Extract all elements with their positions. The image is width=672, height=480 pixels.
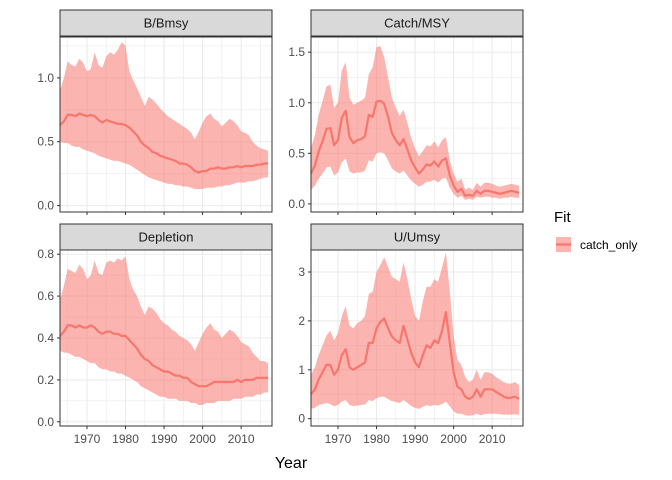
legend: Fit catch_only [554,209,637,253]
ci-ribbon-catch-only [60,256,269,405]
panel-title: U/Umsy [394,230,441,245]
y-tick-label: 0 [298,412,305,426]
y-tick-label: 1.0 [288,96,305,110]
x-axis-title: Year [275,455,308,472]
y-tick-label: 0.0 [288,197,305,211]
x-tick-label: 1980 [363,432,390,446]
x-tick-label: 2010 [228,432,255,446]
y-tick-label: 0.0 [37,199,54,213]
panel-border [310,36,524,213]
x-tick-label: 1970 [325,432,352,446]
y-tick-label: 0.2 [37,373,54,387]
ci-ribbon-catch-only [60,42,269,189]
y-tick-label: 0.8 [37,247,54,261]
x-tick-label: 1970 [74,432,101,446]
x-tick-label: 2000 [189,432,216,446]
panels-layer: B/Bmsy 0.0 0.5 1.0 Catch/MSY 0.0 0.5 1.0 1.5 Depl… [37,9,524,446]
y-tick-label: 1 [298,363,305,377]
legend-label-catch-only: catch_only [580,238,637,252]
panel-strip [59,9,273,37]
median-line-catch-only [310,311,520,401]
x-tick-label: 1990 [151,432,178,446]
y-tick-label: 0.5 [288,146,305,160]
panel-depletion: Depletion 0.0 0.2 0.4 0.6 0.8 1970 1980 1990 2000… [37,223,273,446]
y-tick-label: 1.0 [37,71,54,85]
y-tick-label: 0.5 [37,135,54,149]
median-line-catch-only [59,324,269,388]
panel-strip [59,223,273,251]
y-tick-label: 2 [298,314,305,328]
panel-u-umsy: U/Umsy 0 1 2 3 1970 1980 1990 2000 2010 [298,223,524,446]
median-line-catch-only [59,112,269,174]
y-tick-label: 3 [298,265,305,279]
panel-strip [310,223,524,251]
y-tick-label: 0.0 [37,415,54,429]
panel-b-bmsy: B/Bmsy 0.0 0.5 1.0 [37,9,273,215]
y-tick-label: 0.6 [37,289,54,303]
median-line-catch-only [310,99,520,197]
panel-title: Catch/MSY [384,16,450,31]
panel-title: B/Bmsy [144,16,189,31]
panel-strip [310,9,524,37]
panel-border [310,249,524,427]
panel-title: Depletion [139,230,194,245]
ci-ribbon-catch-only [311,46,520,200]
y-tick-label: 0.4 [37,331,54,345]
panel-border [59,36,273,213]
x-tick-label: 1990 [402,432,429,446]
legend-title: Fit [554,209,571,226]
x-tick-label: 1980 [112,432,139,446]
panel-catch-msy: Catch/MSY 0.0 0.5 1.0 1.5 [288,9,524,215]
y-tick-label: 1.5 [288,45,305,59]
x-tick-label: 2000 [440,432,467,446]
x-tick-label: 2010 [479,432,506,446]
ci-ribbon-catch-only [311,252,520,416]
